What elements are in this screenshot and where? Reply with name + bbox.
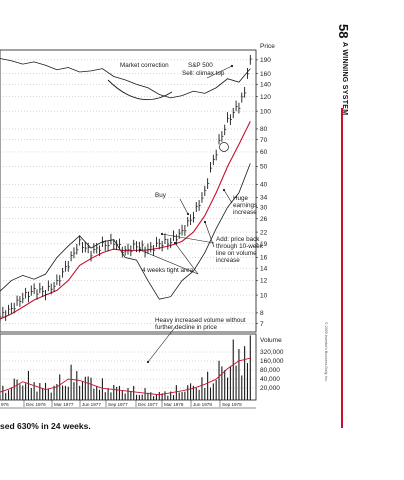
annotation-heavy-volume: further decline in price	[155, 324, 217, 331]
annotation-add-back-through-ten-week-line: line on volume	[216, 250, 257, 257]
stock-chart: Price 190 160 140 120 100 80 70 60 50 40 34 30 26 22 19…	[0, 43, 284, 409]
price-tick-label: 160	[260, 71, 271, 78]
price-axis-title: Price	[260, 43, 275, 50]
annotation-add-back-through-ten-week-line: Add: price back	[216, 236, 260, 243]
annotation-add-back-through-ten-week-line: through 10-week	[216, 243, 264, 250]
callout-arrowhead	[203, 220, 207, 224]
callout-line	[161, 233, 215, 244]
price-panel: Price 190 160 140 120 100 80 70 60 50 40 34 30 26 22 19…	[0, 43, 275, 333]
price-tick-label: 40	[260, 182, 268, 189]
x-axis: 976 Dec 1976 Mar 1977 Jun 1977 Sep 1977 Dec 1…	[0, 400, 256, 409]
annotation-sell-climax-top: Sell: climax top	[182, 70, 225, 77]
x-tick-label: Dec 1977	[138, 402, 158, 407]
figure-caption: sed 630% in 24 weeks.	[0, 421, 91, 431]
price-tick-label: 70	[260, 137, 268, 144]
x-tick-label: Mar 1977	[54, 402, 74, 407]
volume-tick-label: 160,000	[260, 358, 284, 365]
callout-line	[139, 249, 199, 275]
price-tick-label: 80	[260, 126, 268, 133]
callout-line	[179, 198, 189, 215]
callout-line	[147, 325, 177, 363]
annotation-s-and-p-500: S&P 500	[188, 62, 213, 69]
price-tick-label: 19	[260, 241, 268, 248]
annotation-huge-earnings-increase: earnings	[233, 202, 257, 209]
callout-line	[206, 65, 233, 79]
ten-week-average-line	[0, 121, 251, 320]
price-tick-label: 100	[260, 108, 271, 115]
market-correction-arc	[107, 79, 173, 101]
price-tick-label: 8	[260, 310, 264, 317]
callout-arrowhead	[173, 241, 177, 245]
annotation-huge-earnings-increase: Huge	[233, 195, 249, 202]
annotation-buy: Buy	[155, 192, 167, 199]
callout-line	[204, 221, 215, 248]
callout-arrowhead	[186, 212, 190, 216]
callout-arrowhead	[138, 248, 142, 252]
price-tick-label: 120	[260, 94, 271, 101]
relative-strength-line	[0, 163, 251, 300]
x-tick-label: Sep 1978	[222, 402, 242, 407]
callout-line	[174, 242, 199, 275]
callout-arrowhead	[222, 188, 226, 192]
annotation-market-correction: Market correction	[120, 62, 169, 69]
price-tick-label: 16	[260, 255, 268, 262]
price-tick-label: 60	[260, 149, 268, 156]
volume-tick-label: 20,000	[260, 385, 280, 392]
price-tick-label: 26	[260, 216, 268, 223]
x-tick-label: Sep 1977	[108, 402, 128, 407]
volume-average-line	[0, 357, 251, 396]
price-tick-label: 12	[260, 278, 268, 285]
x-tick-label: Jun 1978	[193, 402, 212, 407]
price-tick-label: 34	[260, 195, 268, 202]
volume-tick-label: 40,000	[260, 376, 280, 383]
sell-marker-circle	[219, 142, 229, 152]
price-tick-label: 30	[260, 205, 268, 212]
running-head: A WINNING SYSTEM	[341, 42, 348, 116]
callout-arrowhead	[146, 360, 150, 364]
volume-tick-label: 320,000	[260, 349, 284, 356]
price-tick-label: 190	[260, 57, 271, 64]
annotation-four-weeks-tight-area: 4 weeks tight area	[142, 267, 194, 274]
x-tick-label: Jun 1977	[82, 402, 101, 407]
price-tick-label: 10	[260, 292, 268, 299]
volume-axis-title: Volume	[260, 337, 282, 344]
price-tick-label: 140	[260, 81, 271, 88]
x-tick-label: 976	[1, 402, 9, 407]
annotation-huge-earnings-increase: increase	[233, 209, 257, 216]
margin-rule	[341, 108, 343, 428]
volume-panel: Volume 320,000 160,000 80,000 40,000 20,000	[0, 333, 284, 401]
annotation-add-back-through-ten-week-line: increase	[216, 257, 240, 264]
x-tick-label: Mar 1978	[164, 402, 184, 407]
x-tick-label: Dec 1976	[26, 402, 46, 407]
price-tick-label: 22	[260, 229, 268, 236]
page-number: 58	[336, 24, 351, 39]
callout-arrowhead	[160, 232, 164, 236]
callout-arrowhead	[230, 64, 234, 68]
price-panel-frame	[0, 49, 257, 333]
price-tick-label: 7	[260, 321, 264, 328]
s-and-p-500-line	[0, 58, 251, 99]
callout-line	[223, 189, 233, 204]
copyright-notice: © 2009 Investor's Business Daily, Inc.	[324, 322, 328, 382]
price-tick-label: 50	[260, 164, 268, 171]
price-tick-label: 14	[260, 265, 268, 272]
volume-tick-label: 80,000	[260, 367, 280, 374]
annotation-heavy-volume: Heavy increased volume without	[155, 317, 246, 324]
